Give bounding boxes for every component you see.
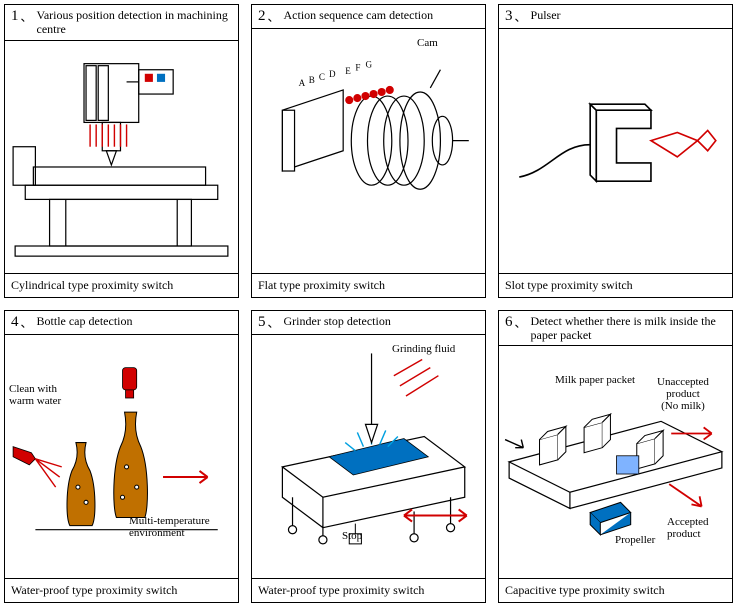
panel-6-body: Milk paper packet Unaccepted product (No…: [499, 346, 732, 578]
svg-text:E: E: [345, 66, 351, 76]
panel-3: 3 、 Pulser Slot type proximity sw: [498, 4, 733, 298]
panel-6-title: Detect whether there is milk inside the …: [531, 314, 726, 343]
svg-text:A: A: [299, 78, 306, 88]
panel-3-footer: Slot type proximity switch: [499, 273, 732, 297]
panel-3-header: 3 、 Pulser: [499, 5, 732, 29]
panel-4: 4 、 Bottle cap detection: [4, 310, 239, 604]
panel-6-number: 6: [505, 314, 513, 331]
panel-sep: 、: [515, 8, 527, 25]
panel-sep: 、: [515, 314, 527, 331]
svg-text:C: C: [319, 72, 325, 82]
panel-1-number: 1: [11, 8, 19, 25]
panel-2-title: Action sequence cam detection: [284, 8, 434, 22]
stop-label: Stop: [342, 530, 362, 542]
pulser-diagram: [499, 29, 732, 273]
panel-2-body: AB CD EF G Cam: [252, 29, 485, 273]
clean-label: Clean with warm water: [9, 383, 61, 407]
svg-text:F: F: [355, 63, 360, 73]
panel-3-body: [499, 29, 732, 273]
panel-5-footer: Water-proof type proximity switch: [252, 578, 485, 602]
panel-4-footer: Water-proof type proximity switch: [5, 578, 238, 602]
grinder-diagram: [252, 335, 485, 579]
panel-1-body: [5, 41, 238, 273]
panel-5-number: 5: [258, 314, 266, 331]
svg-text:D: D: [329, 69, 336, 79]
panel-sep: 、: [21, 8, 33, 25]
panel-sep: 、: [268, 314, 280, 331]
propeller-label: Propeller: [615, 534, 655, 546]
multitemp-label: Multi-temperature environment: [129, 515, 210, 539]
fluid-label: Grinding fluid: [392, 343, 455, 355]
panel-5-header: 5 、 Grinder stop detection: [252, 311, 485, 335]
panel-4-header: 4 、 Bottle cap detection: [5, 311, 238, 335]
panel-3-number: 3: [505, 8, 513, 25]
panel-5: 5 、 Grinder stop detection: [251, 310, 486, 604]
panel-1-title: Various position detection in machining …: [37, 8, 232, 37]
panel-4-number: 4: [11, 314, 19, 331]
milk-packet-label: Milk paper packet: [555, 374, 635, 386]
panel-3-title: Pulser: [531, 8, 561, 22]
panel-2: 2 、 Action sequence cam detection: [251, 4, 486, 298]
panel-5-body: Grinding fluid Stop: [252, 335, 485, 579]
svg-text:B: B: [309, 75, 315, 85]
panel-2-number: 2: [258, 8, 266, 25]
panel-sep: 、: [21, 314, 33, 331]
panel-5-title: Grinder stop detection: [284, 314, 391, 328]
cam-diagram: AB CD EF G: [252, 29, 485, 273]
bottle-diagram: [5, 335, 238, 579]
panel-2-header: 2 、 Action sequence cam detection: [252, 5, 485, 29]
panel-1-footer: Cylindrical type proximity switch: [5, 273, 238, 297]
panel-1: 1 、 Various position detection in machin…: [4, 4, 239, 298]
unaccepted-label: Unaccepted product (No milk): [657, 376, 709, 412]
accepted-label: Accepted product: [667, 516, 709, 540]
panel-sep: 、: [268, 8, 280, 25]
panel-4-title: Bottle cap detection: [37, 314, 133, 328]
panel-4-body: Clean with warm water Multi-temperature …: [5, 335, 238, 579]
cam-label: Cam: [417, 37, 438, 49]
panel-6-header: 6 、 Detect whether there is milk inside …: [499, 311, 732, 347]
svg-text:G: G: [365, 60, 372, 70]
panel-grid: 1 、 Various position detection in machin…: [4, 4, 733, 603]
panel-1-header: 1 、 Various position detection in machin…: [5, 5, 238, 41]
machining-centre-diagram: [5, 41, 238, 273]
panel-6: 6 、 Detect whether there is milk inside …: [498, 310, 733, 604]
panel-6-footer: Capacitive type proximity switch: [499, 578, 732, 602]
panel-2-footer: Flat type proximity switch: [252, 273, 485, 297]
